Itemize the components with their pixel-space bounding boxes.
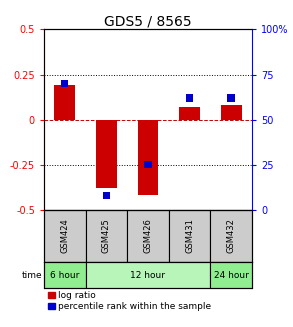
Legend: log ratio, percentile rank within the sample: log ratio, percentile rank within the sa…	[48, 291, 212, 311]
Bar	[227, 95, 235, 102]
Bar	[86, 262, 210, 288]
Bar	[138, 120, 158, 195]
Bar	[186, 95, 193, 102]
Bar	[103, 192, 110, 199]
Bar	[169, 210, 210, 262]
Text: GSM424: GSM424	[60, 218, 69, 253]
Text: time: time	[21, 270, 42, 280]
Bar	[44, 262, 86, 288]
Text: GSM432: GSM432	[227, 218, 236, 253]
Bar	[61, 80, 69, 87]
Title: GDS5 / 8565: GDS5 / 8565	[104, 14, 192, 28]
Text: GSM431: GSM431	[185, 218, 194, 253]
Text: 24 hour: 24 hour	[214, 270, 249, 280]
Bar	[54, 85, 75, 120]
Bar	[127, 210, 169, 262]
Bar	[44, 210, 86, 262]
Bar	[86, 210, 127, 262]
Text: 12 hour: 12 hour	[130, 270, 166, 280]
Text: GSM425: GSM425	[102, 218, 111, 253]
Text: GSM426: GSM426	[144, 218, 152, 253]
Bar	[144, 161, 152, 168]
Bar	[96, 120, 117, 188]
Bar	[221, 105, 242, 120]
Bar	[210, 210, 252, 262]
Bar	[179, 107, 200, 120]
Bar	[210, 262, 252, 288]
Text: 6 hour: 6 hour	[50, 270, 79, 280]
